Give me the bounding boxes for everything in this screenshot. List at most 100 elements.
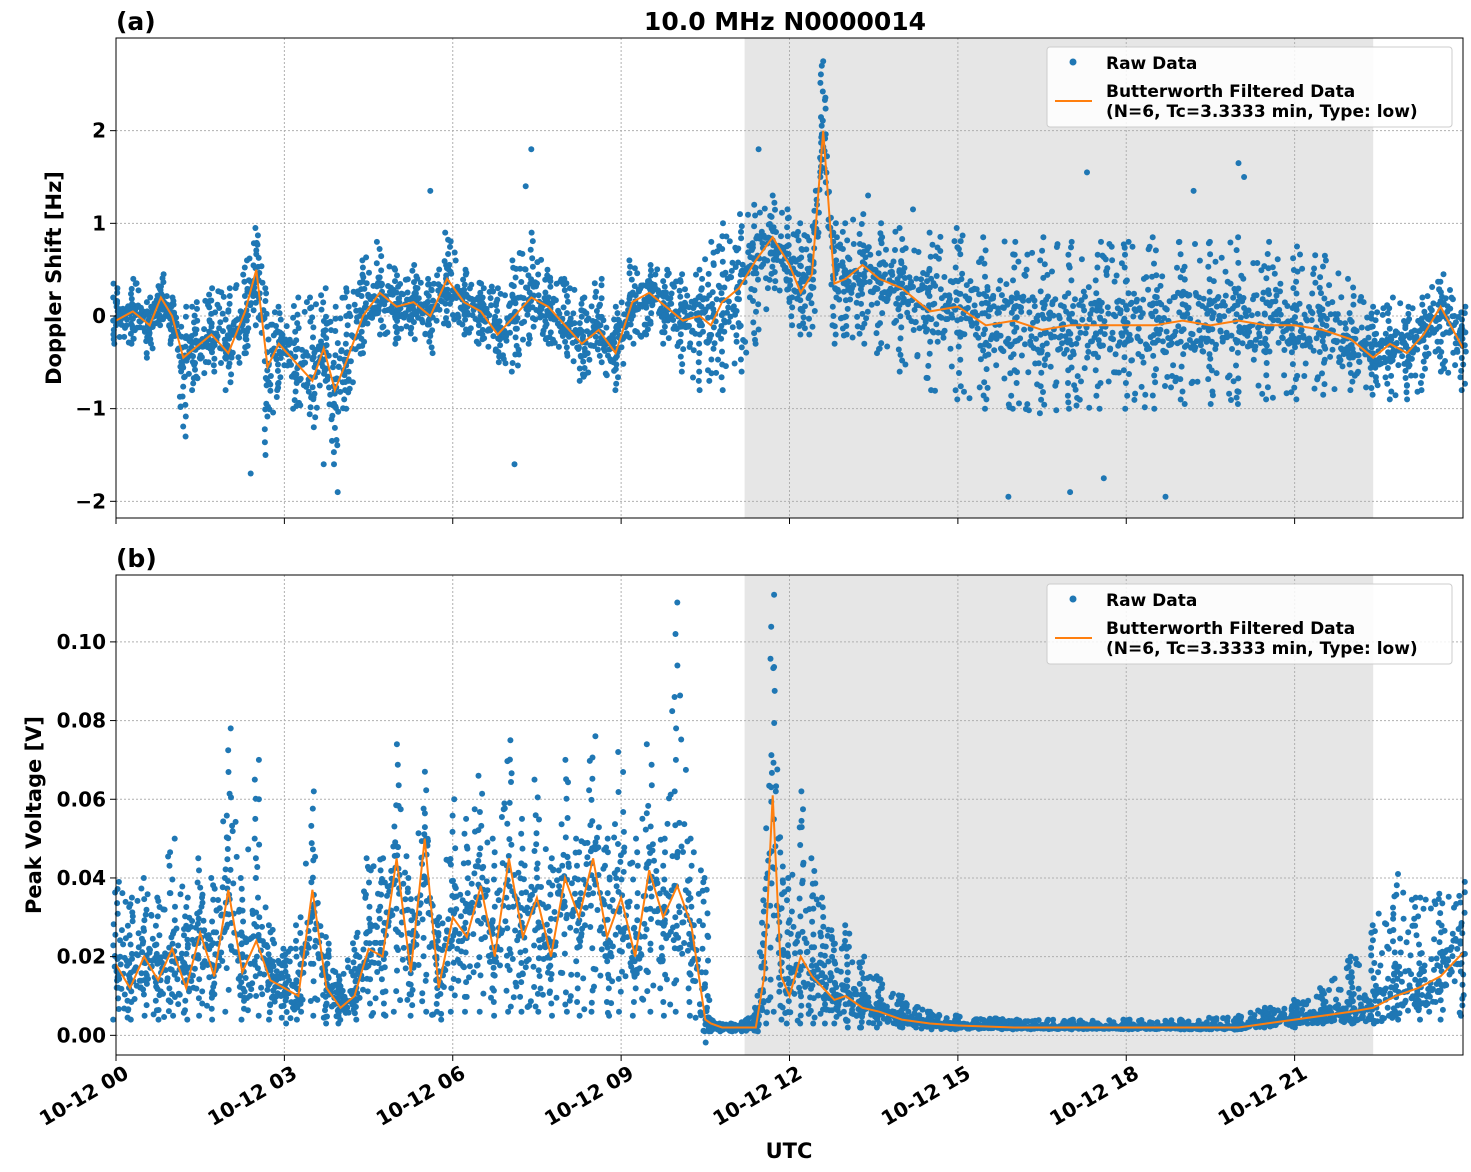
raw-data-point: [652, 271, 659, 278]
raw-data-point: [377, 331, 383, 338]
raw-data-point: [1146, 243, 1153, 250]
raw-data-point: [519, 971, 526, 978]
raw-data-point: [497, 342, 504, 349]
raw-data-point: [828, 281, 835, 288]
raw-data-point: [612, 821, 618, 828]
raw-data-point: [818, 114, 824, 121]
raw-data-point: [626, 942, 632, 949]
raw-data-point: [301, 308, 308, 315]
raw-data-point: [679, 361, 686, 368]
panel-a-filtered-line: [115, 130, 1464, 394]
raw-data-point: [561, 898, 568, 905]
raw-data-point: [302, 860, 309, 867]
raw-data-point: [456, 930, 463, 937]
raw-data-point: [1368, 310, 1375, 317]
raw-data-point: [1311, 265, 1318, 272]
raw-data-point: [1437, 353, 1443, 360]
raw-data-point: [208, 323, 215, 330]
raw-data-point: [641, 933, 648, 940]
raw-data-point: [924, 290, 931, 297]
raw-data-point: [130, 335, 137, 342]
raw-data-point: [534, 860, 541, 867]
raw-data-point: [384, 329, 391, 336]
raw-data-point: [119, 890, 126, 897]
raw-data-point: [617, 858, 624, 865]
raw-data-point: [205, 359, 212, 366]
raw-data-point: [1288, 325, 1295, 332]
raw-data-point: [554, 877, 560, 884]
raw-data-point: [232, 818, 239, 825]
raw-data-point: [954, 317, 961, 324]
raw-data-point: [230, 880, 237, 887]
raw-data-point: [198, 354, 205, 361]
raw-data-point: [240, 271, 247, 278]
raw-data-point: [1239, 340, 1246, 347]
raw-data-point: [845, 278, 852, 285]
raw-data-point: [1246, 329, 1253, 335]
raw-data-point: [581, 365, 588, 371]
raw-data-point: [833, 257, 840, 264]
raw-data-point: [833, 234, 840, 241]
raw-data-point: [1011, 264, 1018, 271]
raw-data-point: [940, 334, 947, 341]
raw-data-point: [1131, 290, 1137, 297]
raw-data-point: [264, 323, 271, 330]
raw-data-point: [1012, 238, 1019, 245]
raw-data-point: [345, 377, 352, 384]
raw-data-point: [1269, 394, 1276, 401]
raw-data-point: [1005, 335, 1012, 342]
raw-data-point: [512, 325, 519, 332]
raw-data-point: [1097, 328, 1104, 335]
raw-data-point: [333, 437, 340, 443]
raw-data-point: [1458, 387, 1465, 394]
raw-data-point: [392, 278, 398, 285]
raw-data-point: [1309, 310, 1316, 316]
raw-data-point: [710, 249, 717, 256]
raw-data-point: [752, 340, 759, 347]
raw-data-point: [593, 308, 600, 314]
raw-data-point: [892, 247, 898, 253]
raw-data-point: [564, 350, 570, 357]
raw-data-point: [1382, 330, 1389, 337]
raw-data-point: [411, 336, 418, 343]
raw-data-point: [1151, 372, 1158, 379]
raw-data-point: [576, 377, 583, 384]
raw-data-point: [1141, 404, 1148, 411]
raw-data-point: [297, 402, 304, 409]
raw-data-point: [1386, 325, 1393, 332]
raw-data-point: [400, 880, 407, 887]
raw-data-point: [529, 255, 536, 262]
raw-data-point: [440, 984, 447, 990]
raw-data-point: [876, 345, 883, 352]
raw-data-point: [615, 316, 622, 323]
raw-data-point: [817, 71, 824, 78]
raw-data-point: [1040, 274, 1047, 281]
raw-data-point: [148, 912, 155, 919]
raw-data-point: [895, 346, 902, 353]
raw-data-point: [1065, 380, 1071, 386]
raw-data-point: [376, 246, 383, 252]
raw-data-point: [512, 927, 519, 934]
raw-data-point: [1066, 315, 1073, 322]
raw-data-point: [110, 336, 117, 343]
raw-data-point: [509, 257, 516, 264]
raw-data-point: [1289, 361, 1296, 368]
raw-data-point: [1109, 329, 1116, 336]
raw-data-point: [1146, 345, 1153, 352]
raw-data-point: [1232, 336, 1239, 343]
raw-data-point: [229, 828, 236, 835]
raw-data-point: [551, 339, 558, 346]
raw-data-point: [1422, 365, 1428, 372]
raw-data-point: [603, 844, 610, 851]
raw-data-point: [620, 360, 627, 367]
raw-data-point: [573, 927, 580, 934]
raw-data-point: [512, 274, 519, 281]
raw-data-point: [1248, 339, 1255, 346]
raw-data-point: [338, 347, 345, 354]
raw-data-point: [1161, 315, 1167, 321]
raw-data-point: [1150, 352, 1157, 359]
raw-data-point: [226, 293, 233, 299]
raw-data-point: [1384, 380, 1391, 387]
raw-data-point: [408, 324, 415, 331]
raw-data-point: [1068, 341, 1075, 348]
